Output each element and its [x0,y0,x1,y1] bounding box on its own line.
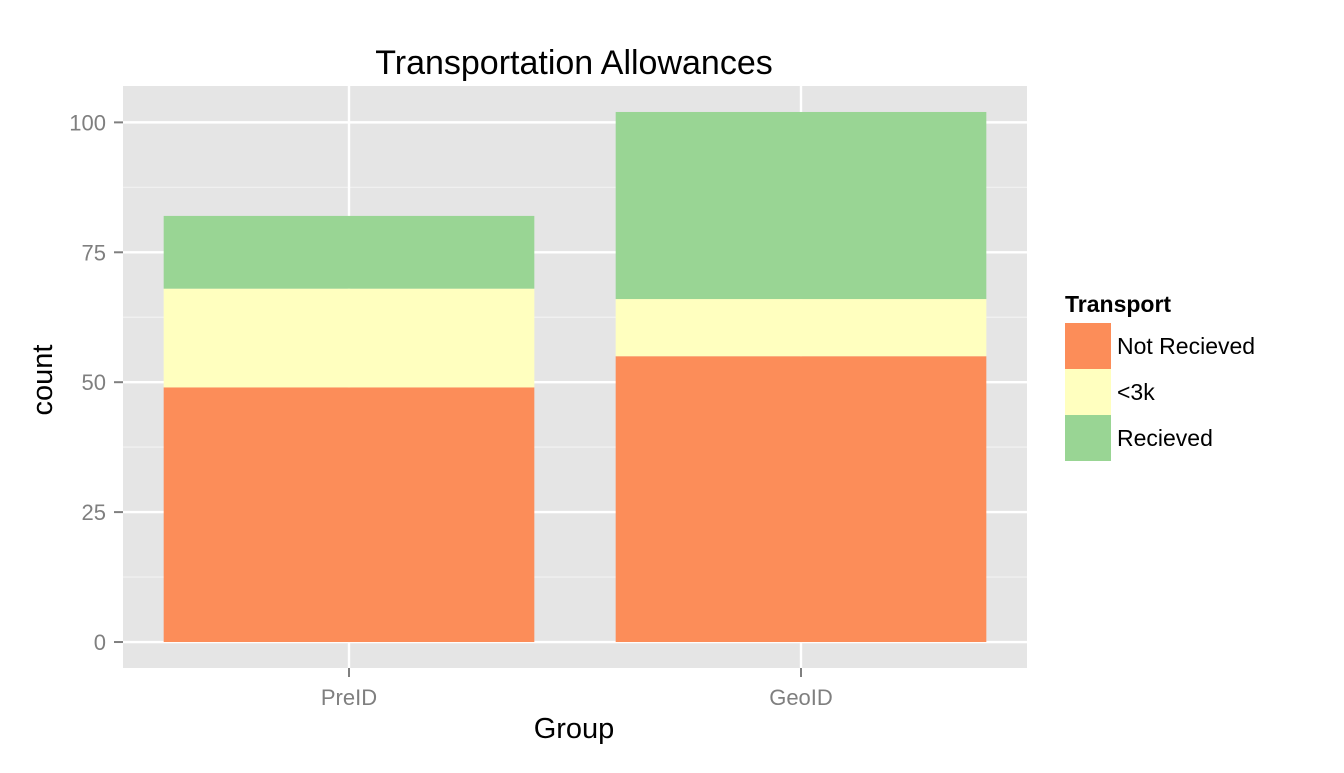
bars [163,111,987,643]
legend-label: Not Recieved [1117,333,1255,359]
bar-segment-geoid-not-recieved [615,356,987,643]
legend-label: Recieved [1117,425,1213,451]
y-tick-label: 100 [69,110,106,135]
chart-title: Transportation Allowances [375,44,773,82]
bar-segment-geoid-recieved [615,111,987,300]
legend-key [1065,415,1111,461]
bar-segment-preid-3k [163,288,535,388]
y-tick-label: 50 [82,370,106,395]
y-axis-label: count [27,345,59,416]
legend-key [1065,369,1111,415]
legend-label: <3k [1117,379,1155,405]
bar-segment-preid-not-recieved [163,387,535,643]
y-tick-label: 75 [82,240,106,265]
legend: Transport Not Recieved <3k Recieved [1065,291,1255,461]
y-tick-label: 0 [94,630,106,655]
legend-key [1065,323,1111,369]
bar-segment-preid-recieved [163,215,535,289]
x-axis-label: Group [534,713,615,745]
y-tick-label: 25 [82,500,106,525]
axes: 0 25 50 75 100 PreID GeoID [69,110,833,710]
legend-title: Transport [1065,291,1171,317]
x-tick-label: GeoID [769,685,833,710]
x-tick-label: PreID [321,685,377,710]
bar-segment-geoid-3k [615,299,987,357]
